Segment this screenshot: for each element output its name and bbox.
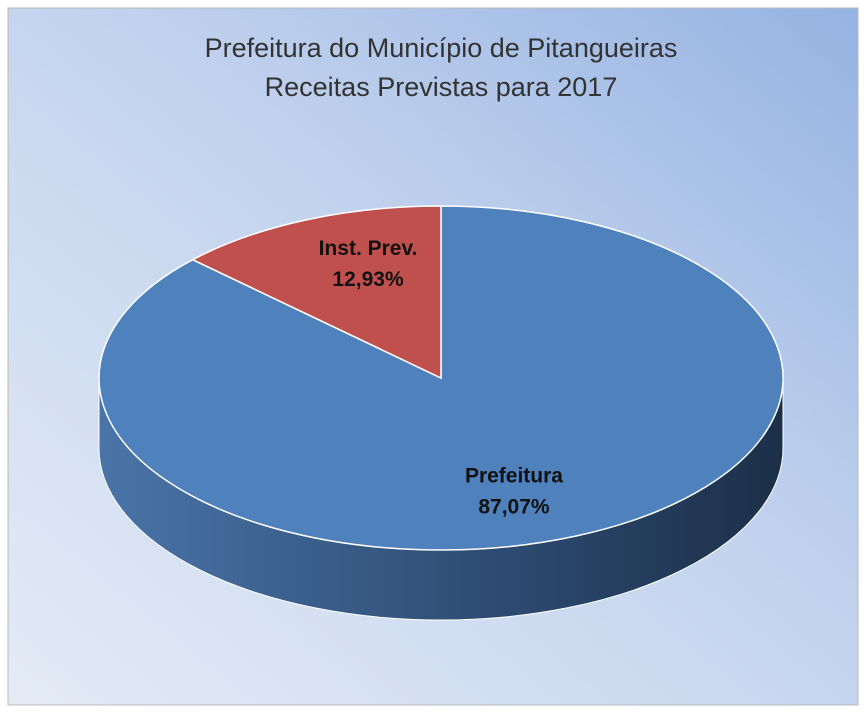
pie-slice <box>191 205 442 380</box>
chart-title: Receitas Previstas para 2017 <box>265 72 618 102</box>
slice-value-label: 12,93% <box>332 268 404 291</box>
chart-title: Prefeitura do Município de Pitangueiras <box>205 33 678 63</box>
slice-label: Inst. Prev. <box>319 237 418 260</box>
slice-label: Prefeitura <box>465 464 563 487</box>
slice-value-label: 87,07% <box>478 495 550 518</box>
